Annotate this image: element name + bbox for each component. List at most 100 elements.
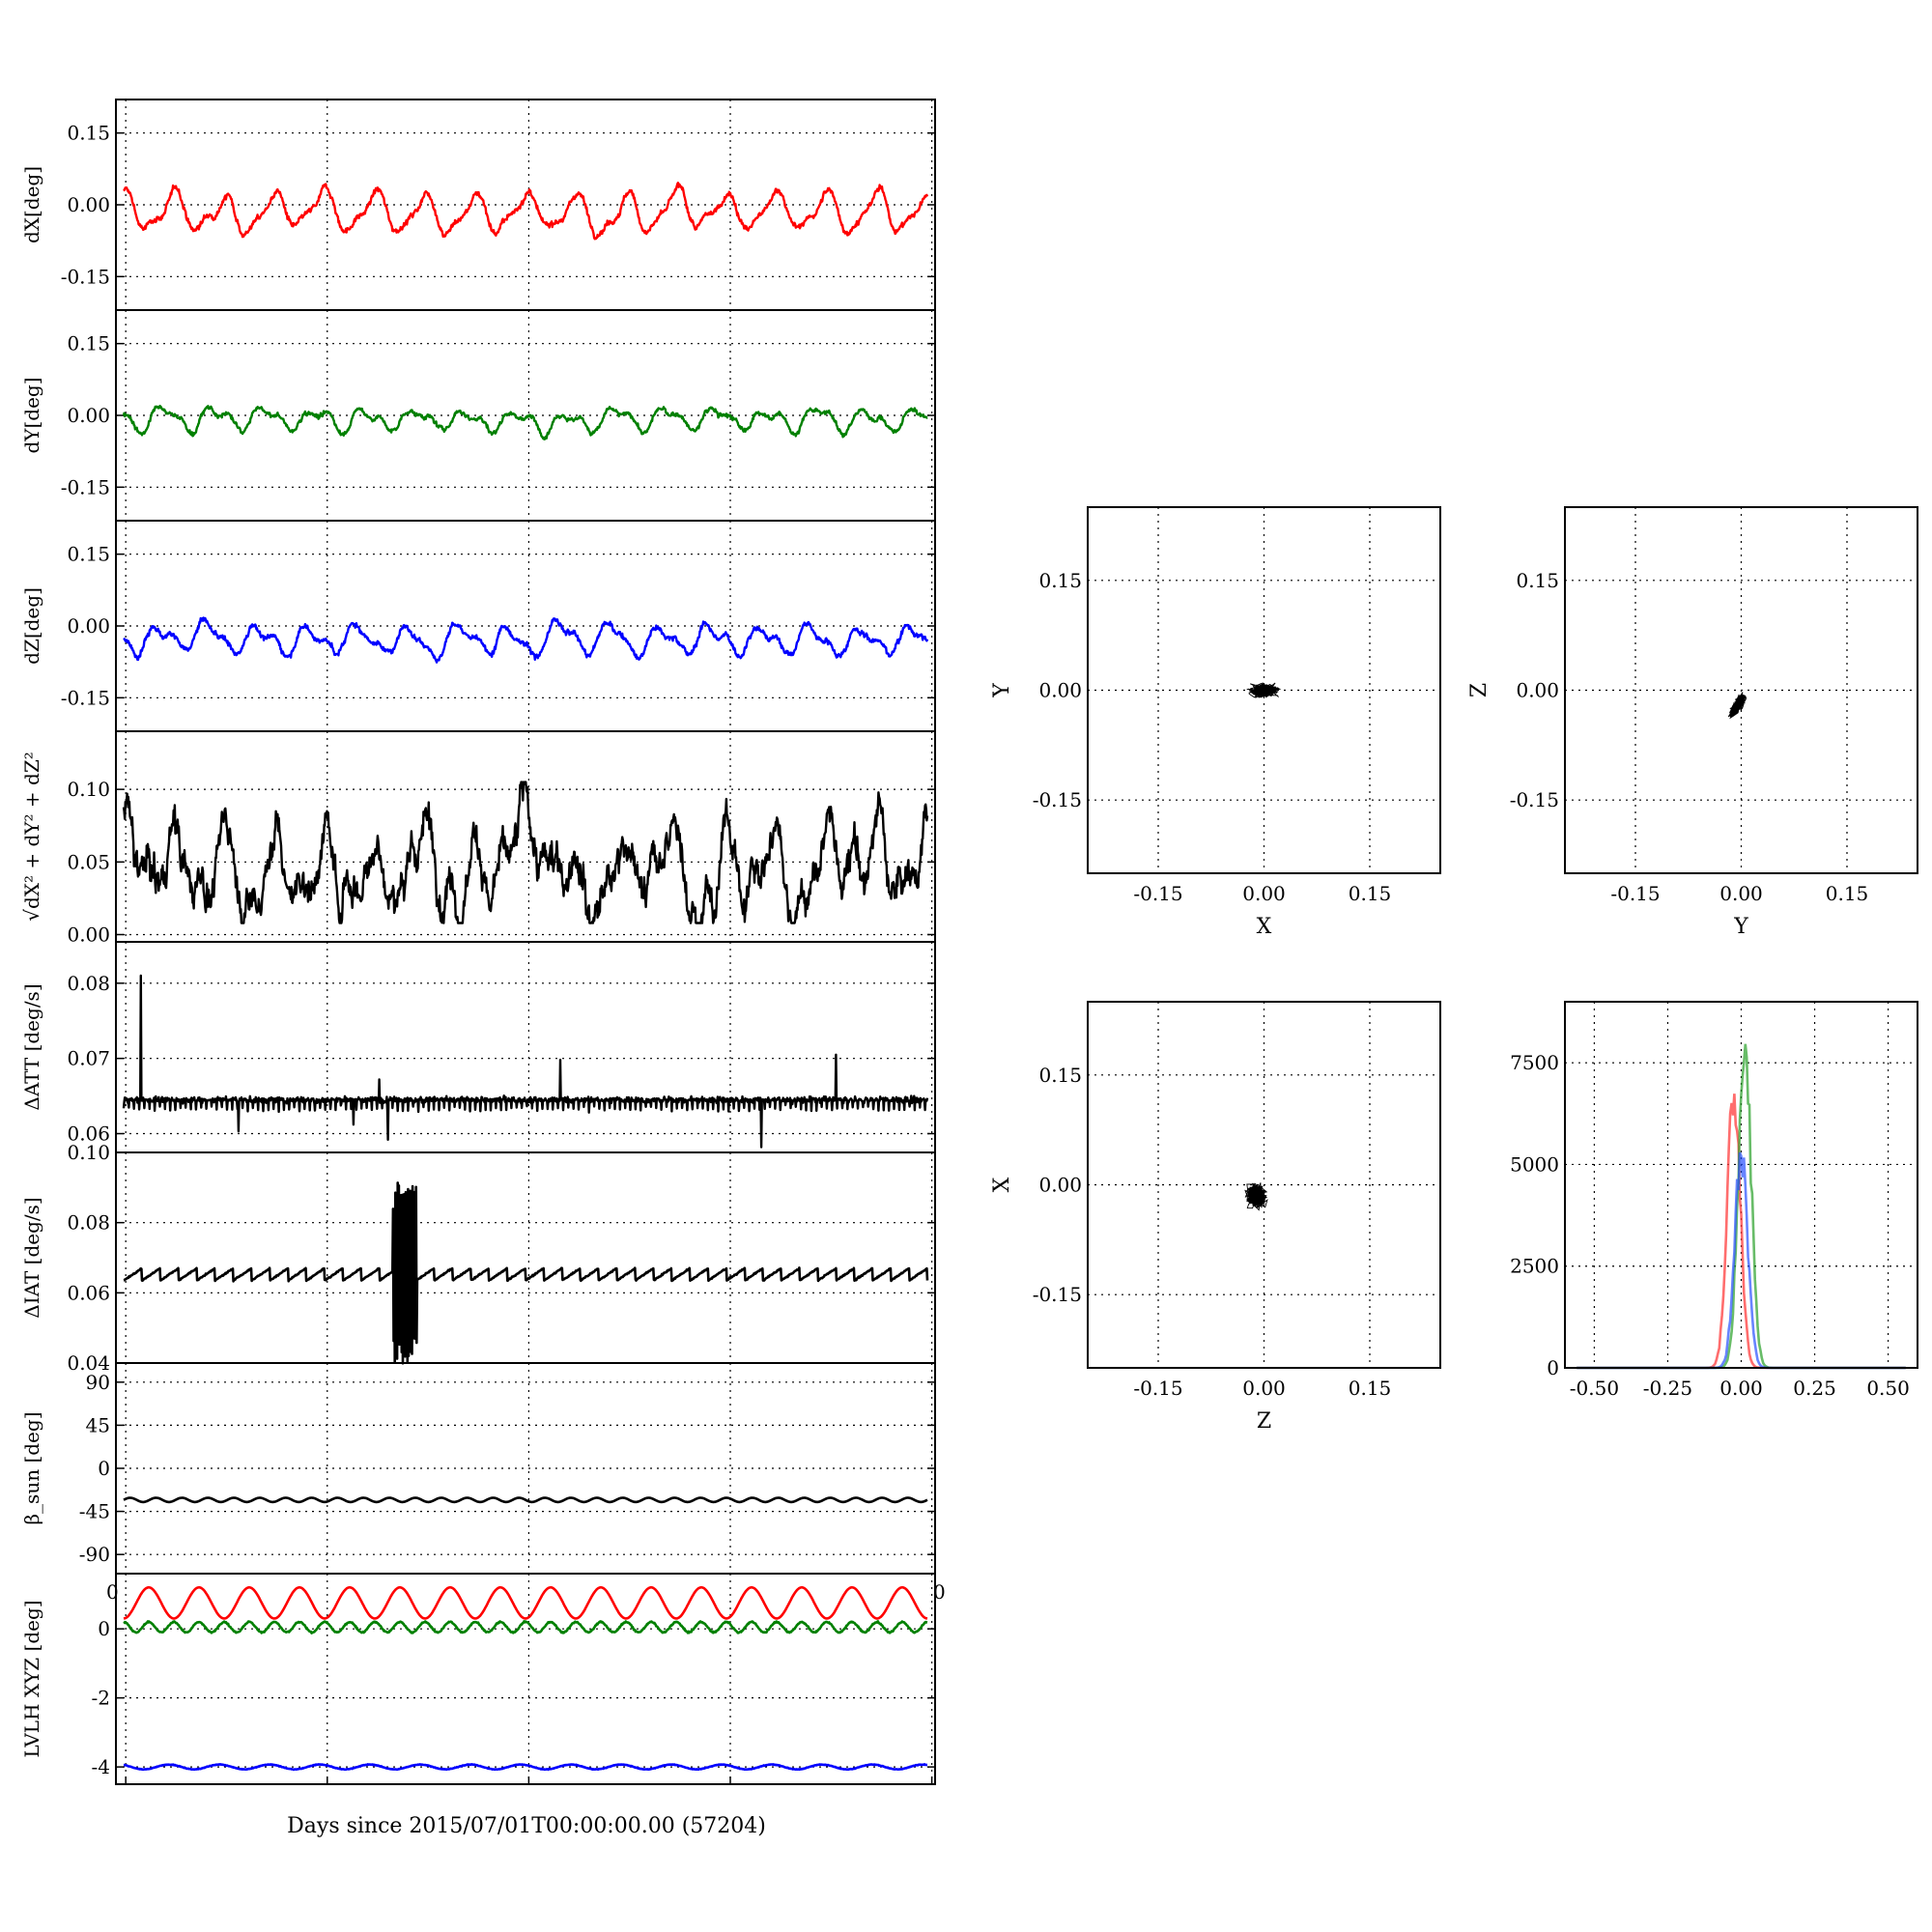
- ytick-label-dz-0: 0.15: [67, 543, 110, 566]
- ytick-label-mag-1: 0.05: [67, 850, 110, 873]
- shared-x-axis-label: Days since 2015/07/01T00:00:00.00 (57204…: [287, 1814, 766, 1838]
- panel-beta: 90 45 0 -45 -90 β_sun [deg]: [20, 1362, 936, 1575]
- ytick-label-dy-0: 0.15: [67, 332, 110, 355]
- ylabel-dz: dZ[deg]: [20, 587, 43, 665]
- xtick-label-xy-1: 0.00: [1242, 882, 1286, 905]
- series-beta-0: [123, 1496, 928, 1504]
- ytick-label-lvlh-0: 0: [98, 1617, 110, 1640]
- hist-xtick-label-1: -0.25: [1643, 1377, 1692, 1400]
- series-diat-0: [123, 1181, 929, 1365]
- ytick-label-datt-0: 0.08: [67, 972, 110, 995]
- xtick-label-zx-1: 0.00: [1242, 1377, 1286, 1400]
- scatter-zx: -0.15 -0.15 0.00 0.00 0.15 0.15 Z X: [990, 1001, 1441, 1434]
- histogram-panel: -0.50 -0.25 0.00 0.25 0.50 7500 5000 2500 0: [1510, 1001, 1918, 1400]
- hist-ytick-label-1: 5000: [1510, 1152, 1559, 1176]
- panel-datt: 0.08 0.07 0.06 ΔATT [deg/s]: [20, 941, 936, 1153]
- ytick-label-mag-2: 0.00: [67, 923, 110, 946]
- ytick-label-mag-0: 0.10: [67, 778, 110, 801]
- ytick-label-beta-0: 90: [86, 1371, 110, 1394]
- scatter-trace-xy: [1246, 682, 1282, 699]
- hist-xtick-label-4: 0.50: [1866, 1377, 1910, 1400]
- series-dz-0: [123, 616, 929, 664]
- ylabel-beta: β_sun [deg]: [20, 1412, 43, 1525]
- ytick-label-diat-2: 0.06: [67, 1281, 110, 1304]
- xtick-label-zx-2: 0.15: [1349, 1377, 1392, 1400]
- ytick-label-zx-1: 0.00: [1038, 1174, 1082, 1197]
- ytick-label-dx-2: -0.15: [61, 265, 110, 288]
- xtick-label-xy-0: -0.15: [1133, 882, 1182, 905]
- ytick-label-xy-1: 0.00: [1038, 679, 1082, 702]
- ytick-label-lvlh-1: -2: [92, 1687, 110, 1710]
- ytick-label-beta-2: 0: [98, 1457, 110, 1480]
- series-dx-0: [123, 182, 929, 241]
- ytick-label-yz-2: 0.15: [1516, 569, 1559, 592]
- ytick-label-dy-1: 0.00: [67, 404, 110, 427]
- panel-dz: 0.15 0.00 -0.15 dZ[deg]: [20, 520, 936, 732]
- scatter-yz: -0.15 -0.15 0.00 0.00 0.15 0.15 Y Z: [1467, 506, 1918, 939]
- scatter-trace-yz: [1727, 692, 1747, 720]
- ytick-label-zx-2: 0.15: [1038, 1064, 1082, 1087]
- hist-ytick-label-3: 0: [1547, 1356, 1559, 1379]
- series-datt-0: [122, 974, 929, 1149]
- frame-xy: [1087, 506, 1441, 874]
- ytick-label-beta-4: -90: [79, 1543, 110, 1566]
- ytick-label-lvlh-2: -4: [92, 1755, 110, 1778]
- hist-ytick-label-0: 7500: [1510, 1051, 1559, 1074]
- ytick-label-dz-1: 0.00: [67, 614, 110, 638]
- scatter-trace-zx: [1244, 1182, 1268, 1211]
- ytick-label-beta-1: 45: [86, 1413, 110, 1436]
- ytick-label-dx-0: 0.15: [67, 122, 110, 145]
- frame-mag: [115, 730, 936, 943]
- series-dy-0: [122, 405, 928, 440]
- ytick-label-xy-2: 0.15: [1038, 569, 1082, 592]
- frame-zx: [1087, 1001, 1441, 1369]
- scatter-xy: -0.15 -0.15 0.00 0.00 0.15 0.15 X Y: [990, 506, 1441, 939]
- ytick-label-diat-3: 0.04: [67, 1351, 110, 1375]
- xtick-label-yz-0: -0.15: [1610, 882, 1660, 905]
- ytick-label-dx-1: 0.00: [67, 193, 110, 216]
- ytick-label-dy-2: -0.15: [61, 475, 110, 498]
- panel-diat: 0.10 0.08 0.06 0.04 ΔIAT [deg/s]: [20, 1141, 936, 1375]
- frame-lvlh: [115, 1573, 936, 1785]
- edge-tick-left: 0: [106, 1580, 119, 1604]
- xlabel-zx: Z: [1257, 1409, 1271, 1434]
- xtick-label-yz-2: 0.15: [1826, 882, 1869, 905]
- ytick-label-datt-2: 0.06: [67, 1122, 110, 1146]
- ytick-label-xy-0: -0.15: [1033, 788, 1082, 811]
- ylabel-dy: dY[deg]: [20, 377, 43, 453]
- ylabel-zx: X: [990, 1177, 1014, 1192]
- ytick-label-yz-1: 0.00: [1516, 679, 1559, 702]
- ylabel-dx: dX[deg]: [20, 166, 43, 243]
- panel-mag: 0.10 0.05 0.00 √dX² + dY² + dZ²: [20, 730, 936, 946]
- ytick-label-diat-1: 0.08: [67, 1211, 110, 1235]
- panel-dy: 0.15 0.00 -0.15 dY[deg]: [20, 309, 936, 522]
- panel-dx: 0.15 0.00 -0.15 dX[deg]: [20, 99, 936, 311]
- ylabel-lvlh: LVLH XYZ [deg]: [20, 1600, 43, 1757]
- hist-xtick-label-2: 0.00: [1719, 1377, 1763, 1400]
- xtick-label-zx-0: -0.15: [1133, 1377, 1182, 1400]
- xtick-label-xy-2: 0.15: [1349, 882, 1392, 905]
- series-lvlh-2: [123, 1763, 928, 1772]
- ylabel-datt: ΔATT [deg/s]: [20, 983, 43, 1110]
- ytick-label-dz-2: -0.15: [61, 686, 110, 709]
- hist-frame: [1564, 1001, 1918, 1369]
- ytick-label-beta-3: -45: [79, 1500, 110, 1523]
- hist-xtick-label-3: 0.25: [1793, 1377, 1836, 1400]
- ytick-label-diat-0: 0.10: [67, 1141, 110, 1164]
- ytick-label-zx-0: -0.15: [1033, 1283, 1082, 1306]
- xtick-label-yz-1: 0.00: [1719, 882, 1763, 905]
- frame-diat: [115, 1151, 936, 1364]
- ytick-label-yz-0: -0.15: [1510, 788, 1559, 811]
- panel-lvlh: 0 -2 -4 LVLH XYZ [deg]: [20, 1573, 936, 1785]
- scatter-panels: -0.15 -0.15 0.00 0.00 0.15 0.15 X Y -0.15 -0.15 0.…: [990, 506, 1918, 1434]
- ylabel-mag: √dX² + dY² + dZ²: [20, 752, 43, 922]
- hist-xtick-label-0: -0.50: [1570, 1377, 1619, 1400]
- series-lvlh-0: [123, 1586, 928, 1620]
- xlabel-xy: X: [1257, 915, 1272, 939]
- time-series-panels: 0.15 0.00 -0.15 dX[deg] 0.15 0.00 -0.15 dY[deg]…: [20, 99, 936, 1785]
- hist-ytick-label-2: 2500: [1510, 1255, 1559, 1278]
- xlabel-yz: Y: [1733, 915, 1748, 939]
- frame-yz: [1564, 506, 1918, 874]
- series-lvlh-1: [123, 1620, 928, 1634]
